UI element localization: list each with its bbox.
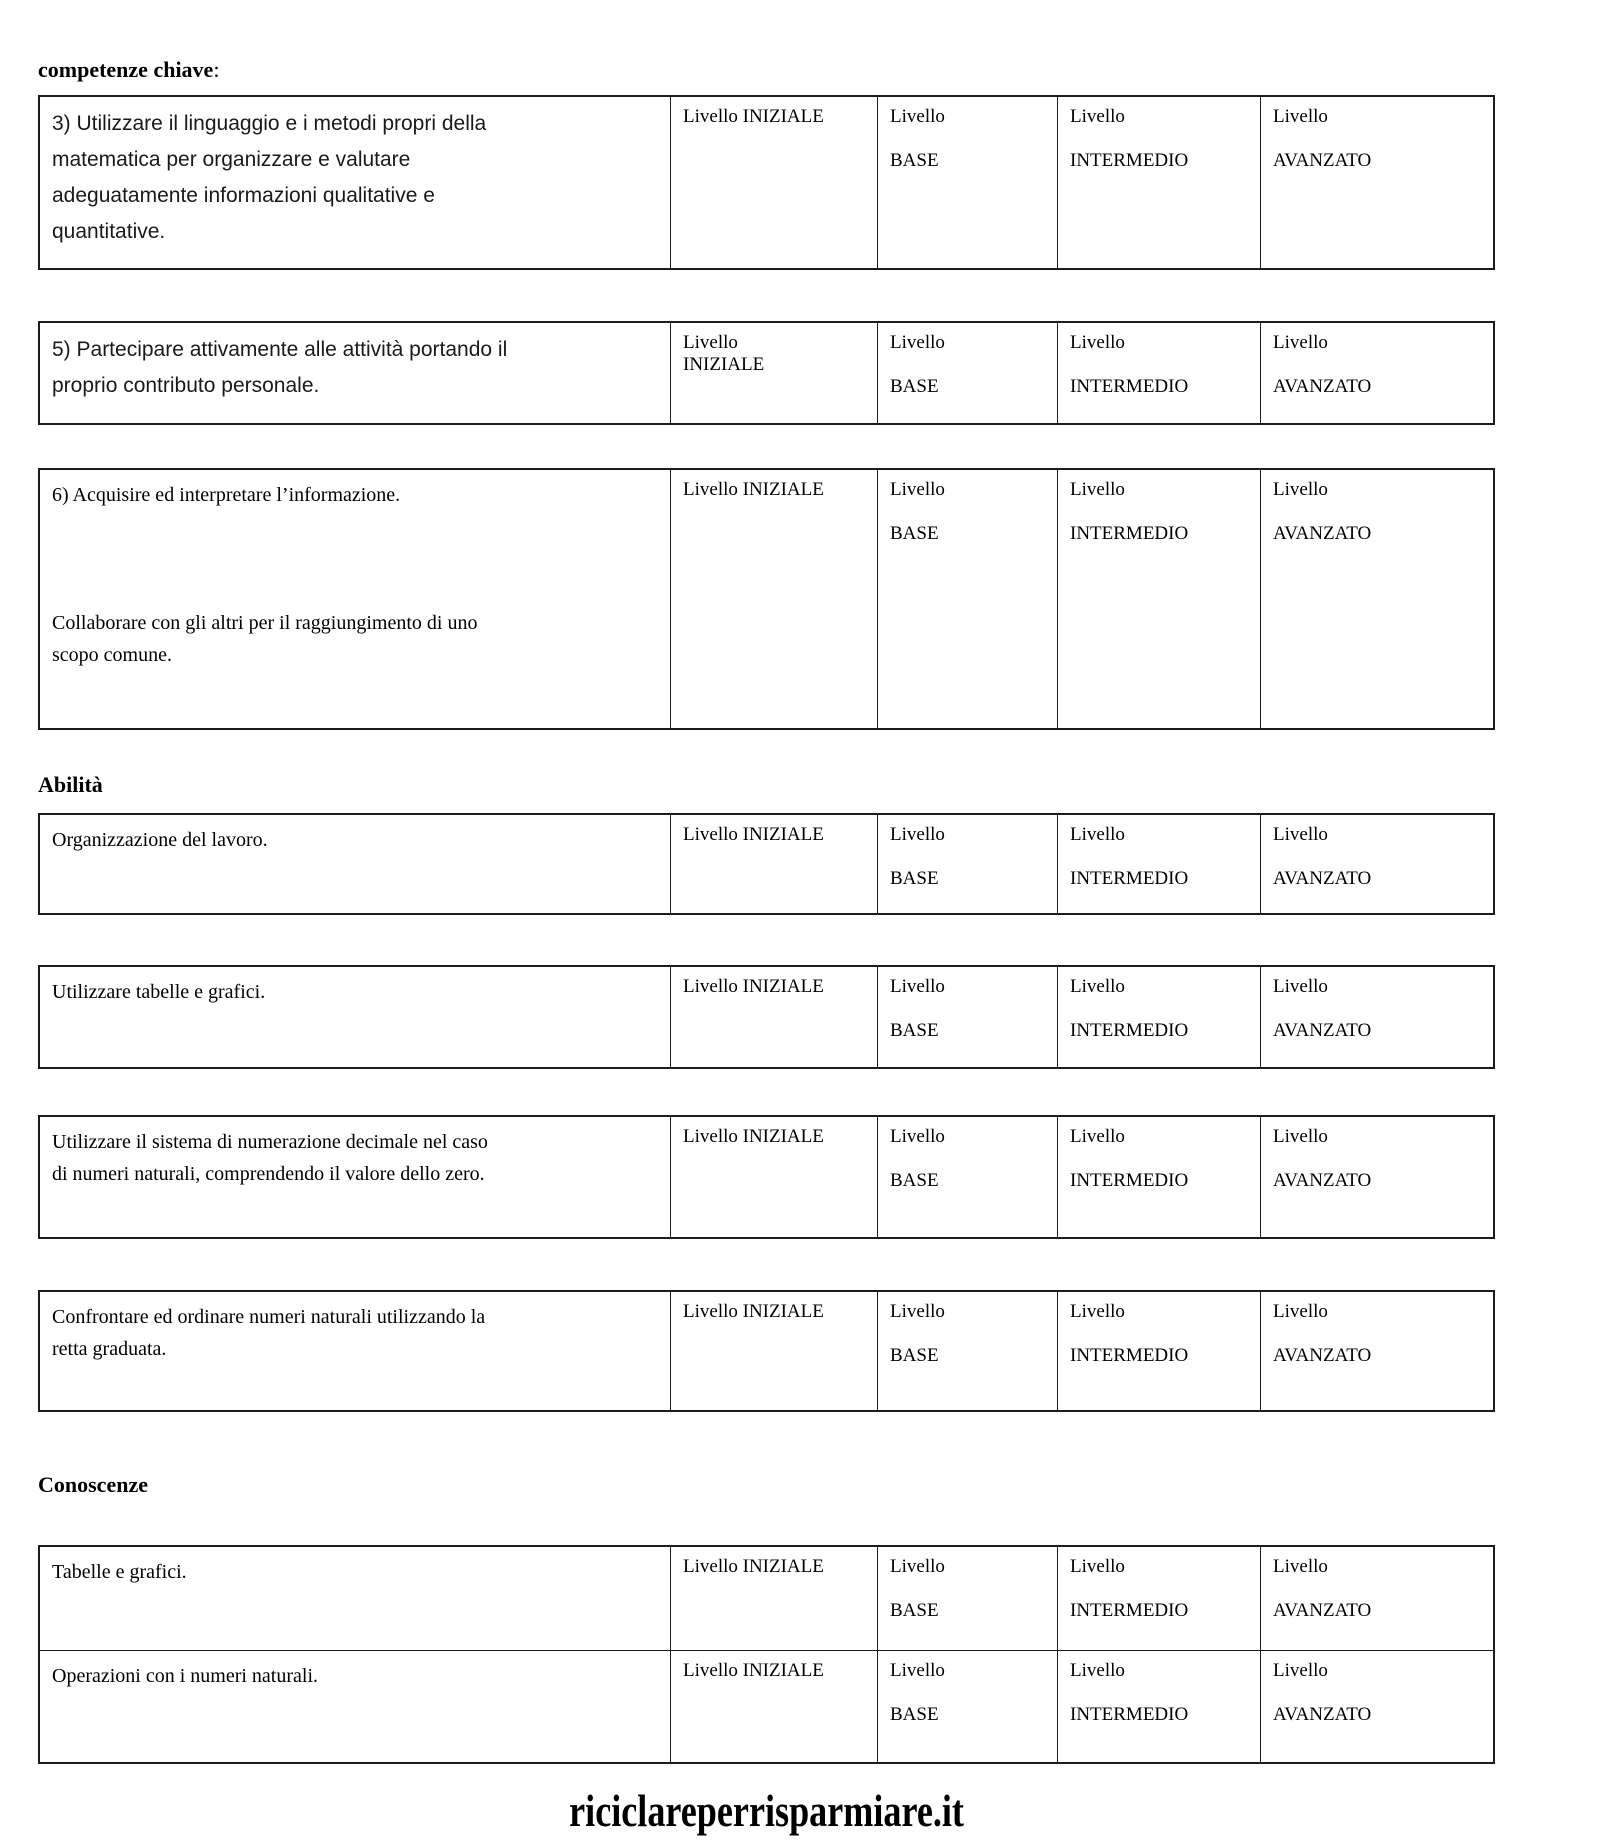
level-iniziale-cell: Livello INIZIALE xyxy=(670,1547,877,1650)
level-iniziale-cell: Livello INIZIALE xyxy=(670,1117,877,1237)
level-intermedio-cell: Livello INTERMEDIO xyxy=(1057,97,1260,268)
table-abilita-tabelle-grafici: Utilizzare tabelle e grafici. Livello IN… xyxy=(38,965,1495,1069)
table-conoscenze: Tabelle e grafici. Livello INIZIALE Live… xyxy=(38,1545,1495,1764)
description-cell: Utilizzare tabelle e grafici. xyxy=(52,981,266,1003)
table-competenza-5: 5) Partecipare attivamente alle attività… xyxy=(38,321,1495,425)
level-avanzato-cell: Livello AVANZATO xyxy=(1260,967,1493,1067)
table-row-tabelle-grafici: Tabelle e grafici. Livello INIZIALE Live… xyxy=(40,1547,1493,1650)
level-base-cell: Livello BASE xyxy=(877,1117,1057,1237)
level-iniziale-cell: Livello INIZIALE xyxy=(670,967,877,1067)
level-avanzato-cell: Livello AVANZATO xyxy=(1260,470,1493,728)
description-cell: Confrontare ed ordinare numeri naturali … xyxy=(52,1306,486,1360)
level-base-cell: Livello BASE xyxy=(877,1292,1057,1410)
level-base-cell: Livello BASE xyxy=(877,323,1057,423)
heading-competenze-chiave: competenze chiave: xyxy=(38,55,1600,85)
level-base-cell: Livello BASE xyxy=(877,1547,1057,1650)
level-intermedio-cell: Livello INTERMEDIO xyxy=(1057,1651,1260,1762)
description-cell: Tabelle e grafici. xyxy=(52,1561,187,1583)
table-row-operazioni: Operazioni con i numeri naturali. Livell… xyxy=(40,1650,1493,1762)
level-intermedio-cell: Livello INTERMEDIO xyxy=(1057,323,1260,423)
level-avanzato-cell: Livello AVANZATO xyxy=(1260,1651,1493,1762)
level-iniziale-cell: Livello INIZIALE xyxy=(670,97,877,268)
level-intermedio-cell: Livello INTERMEDIO xyxy=(1057,470,1260,728)
level-iniziale-cell: Livello INIZIALE xyxy=(670,323,877,423)
footer-watermark: riciclareperrisparmiare.it xyxy=(38,1787,1495,1837)
description-cell: 3) Utilizzare il linguaggio e i metodi p… xyxy=(52,112,487,243)
level-base-cell: Livello BASE xyxy=(877,967,1057,1067)
level-iniziale-cell: Livello INIZIALE xyxy=(670,1292,877,1410)
heading-competenze-bold-text: competenze chiave xyxy=(38,57,214,82)
table-competenza-6: 6) Acquisire ed interpretare l’informazi… xyxy=(38,468,1495,730)
table-competenza-3: 3) Utilizzare il linguaggio e i metodi p… xyxy=(38,95,1495,270)
level-base-cell: Livello BASE xyxy=(877,815,1057,913)
level-intermedio-cell: Livello INTERMEDIO xyxy=(1057,815,1260,913)
table-abilita-numerazione-decimale: Utilizzare il sistema di numerazione dec… xyxy=(38,1115,1495,1239)
level-iniziale-cell: Livello INIZIALE xyxy=(670,815,877,913)
description-cell: Operazioni con i numeri naturali. xyxy=(52,1665,319,1687)
level-iniziale-cell: Livello INIZIALE xyxy=(670,1651,877,1762)
footer-watermark-text: riciclareperrisparmiare.it xyxy=(569,1787,964,1837)
heading-abilita: Abilità xyxy=(38,772,103,797)
level-base-cell: Livello BASE xyxy=(877,470,1057,728)
level-base-cell: Livello BASE xyxy=(877,1651,1057,1762)
description-cell: Organizzazione del lavoro. xyxy=(52,829,268,851)
level-intermedio-cell: Livello INTERMEDIO xyxy=(1057,1117,1260,1237)
level-avanzato-cell: Livello AVANZATO xyxy=(1260,1292,1493,1410)
level-iniziale-cell: Livello INIZIALE xyxy=(670,470,877,728)
description-cell: 5) Partecipare attivamente alle attività… xyxy=(52,338,508,397)
level-avanzato-cell: Livello AVANZATO xyxy=(1260,815,1493,913)
description-cell: Utilizzare il sistema di numerazione dec… xyxy=(52,1131,488,1185)
heading-competenze-colon: : xyxy=(213,57,220,82)
description-cell: 6) Acquisire ed interpretare l’informazi… xyxy=(52,484,478,666)
table-abilita-confrontare-ordinare: Confrontare ed ordinare numeri naturali … xyxy=(38,1290,1495,1412)
level-avanzato-cell: Livello AVANZATO xyxy=(1260,1117,1493,1237)
level-intermedio-cell: Livello INTERMEDIO xyxy=(1057,1292,1260,1410)
level-base-cell: Livello BASE xyxy=(877,97,1057,268)
heading-conoscenze: Conoscenze xyxy=(38,1472,148,1497)
level-avanzato-cell: Livello AVANZATO xyxy=(1260,97,1493,268)
level-intermedio-cell: Livello INTERMEDIO xyxy=(1057,967,1260,1067)
level-avanzato-cell: Livello AVANZATO xyxy=(1260,1547,1493,1650)
level-avanzato-cell: Livello AVANZATO xyxy=(1260,323,1493,423)
table-abilita-organizzazione: Organizzazione del lavoro. Livello INIZI… xyxy=(38,813,1495,915)
level-intermedio-cell: Livello INTERMEDIO xyxy=(1057,1547,1260,1650)
